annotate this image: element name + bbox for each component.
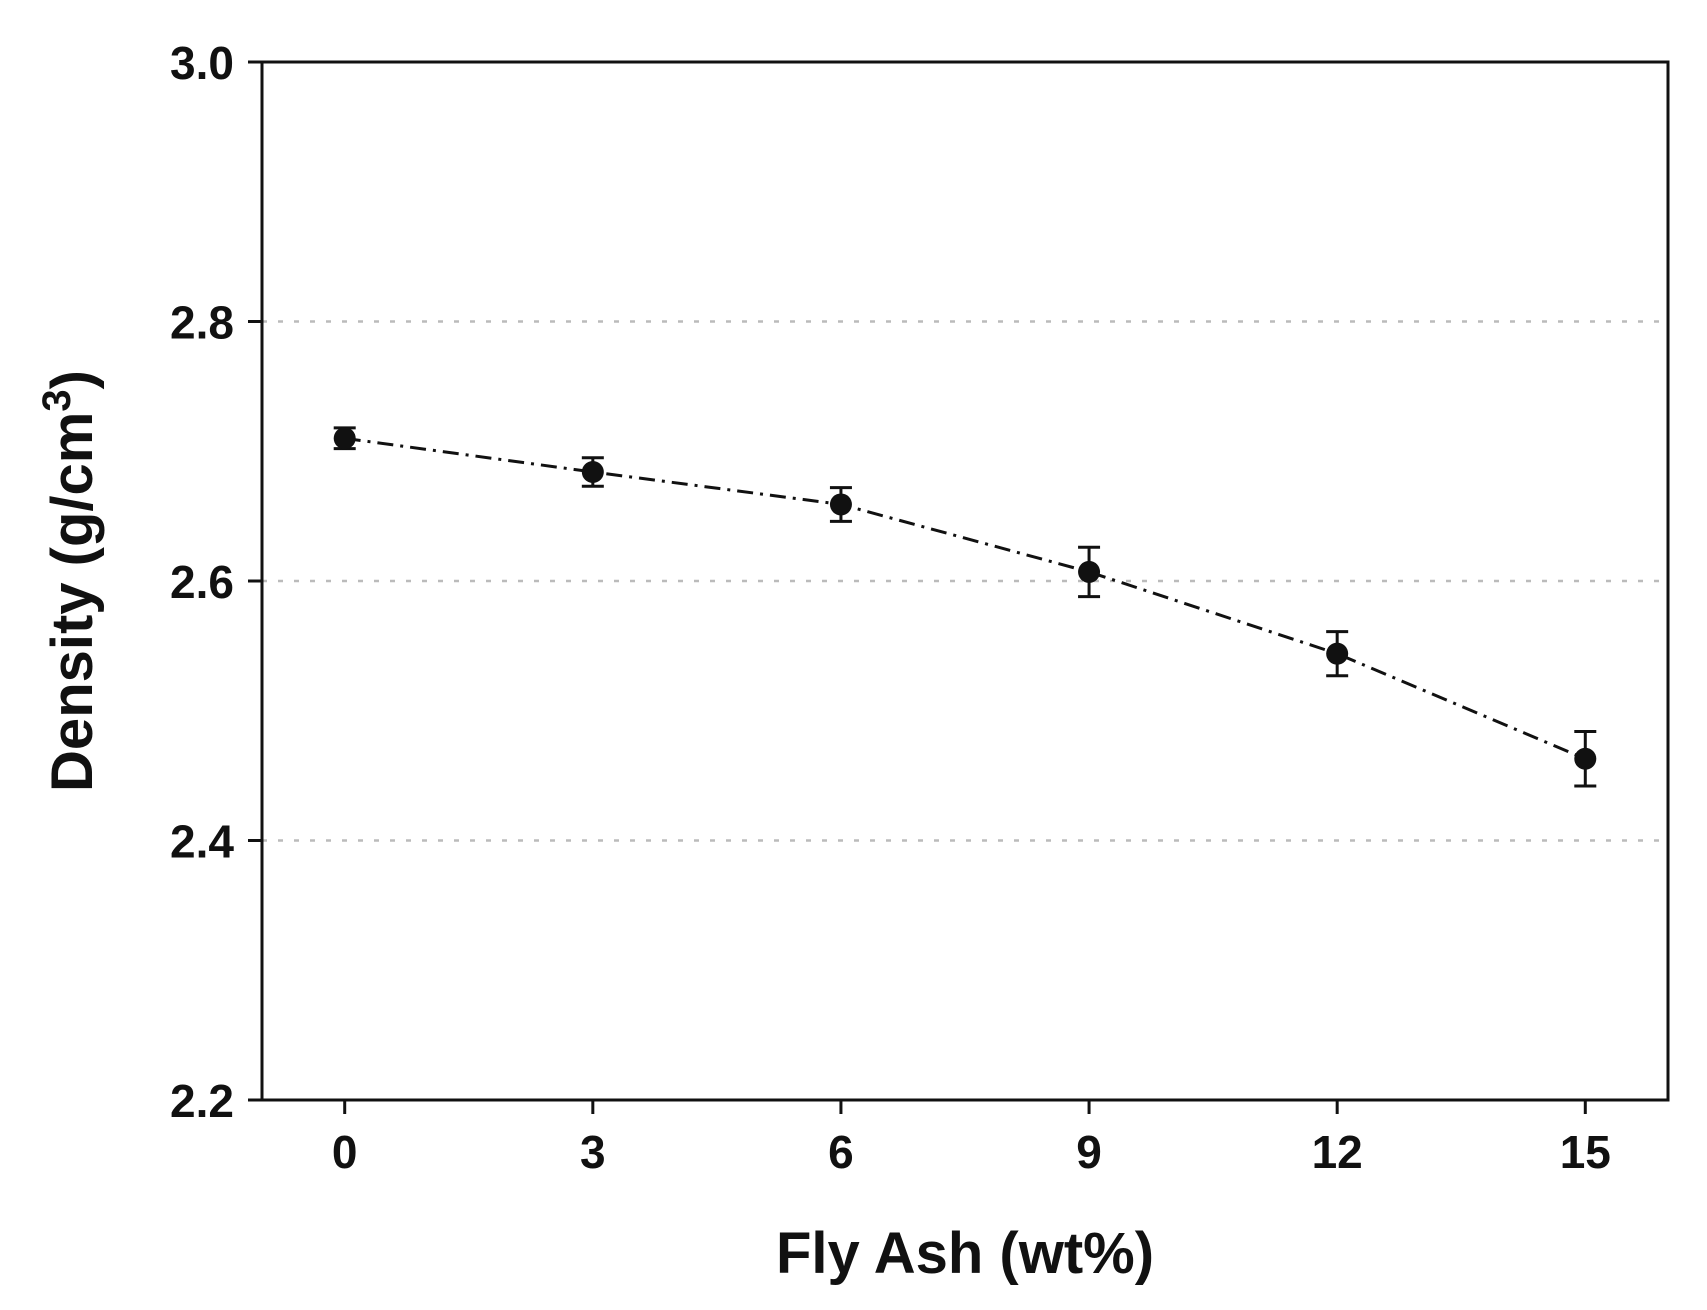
data-point-marker [333, 427, 356, 450]
y-axis-title-main: Density (g/cm [40, 412, 105, 792]
series-line [344, 436, 1586, 761]
series-layer [333, 426, 1597, 788]
x-tick-label: 12 [1312, 1126, 1363, 1178]
y-tick-label: 2.2 [170, 1075, 234, 1127]
x-tick-label: 15 [1560, 1126, 1611, 1178]
y-axis-title: Density (g/cm3) [35, 370, 105, 792]
x-tick-label: 3 [580, 1126, 606, 1178]
data-point-marker [1574, 747, 1597, 770]
grid-layer [262, 320, 1668, 842]
y-tick-label: 2.6 [170, 556, 234, 608]
axis-layer: 2.2 2.4 2.6 2.8 3.0 0 3 6 9 12 15 [170, 37, 1611, 1178]
y-axis-title-suffix: ) [40, 370, 105, 389]
y-tick-label: 3.0 [170, 37, 234, 89]
y-tick-label: 2.8 [170, 297, 234, 349]
y-axis-title-superscript: 3 [35, 389, 79, 411]
x-tick-label: 6 [828, 1126, 854, 1178]
data-point-marker [1078, 560, 1101, 583]
data-point-marker [1326, 642, 1349, 665]
x-axis-title: Fly Ash (wt%) [776, 1221, 1154, 1286]
data-point-marker [829, 493, 852, 516]
y-tick-label: 2.4 [170, 816, 234, 868]
data-point-marker [581, 461, 604, 484]
x-tick-label: 9 [1076, 1126, 1102, 1178]
x-tick-label: 0 [332, 1126, 358, 1178]
